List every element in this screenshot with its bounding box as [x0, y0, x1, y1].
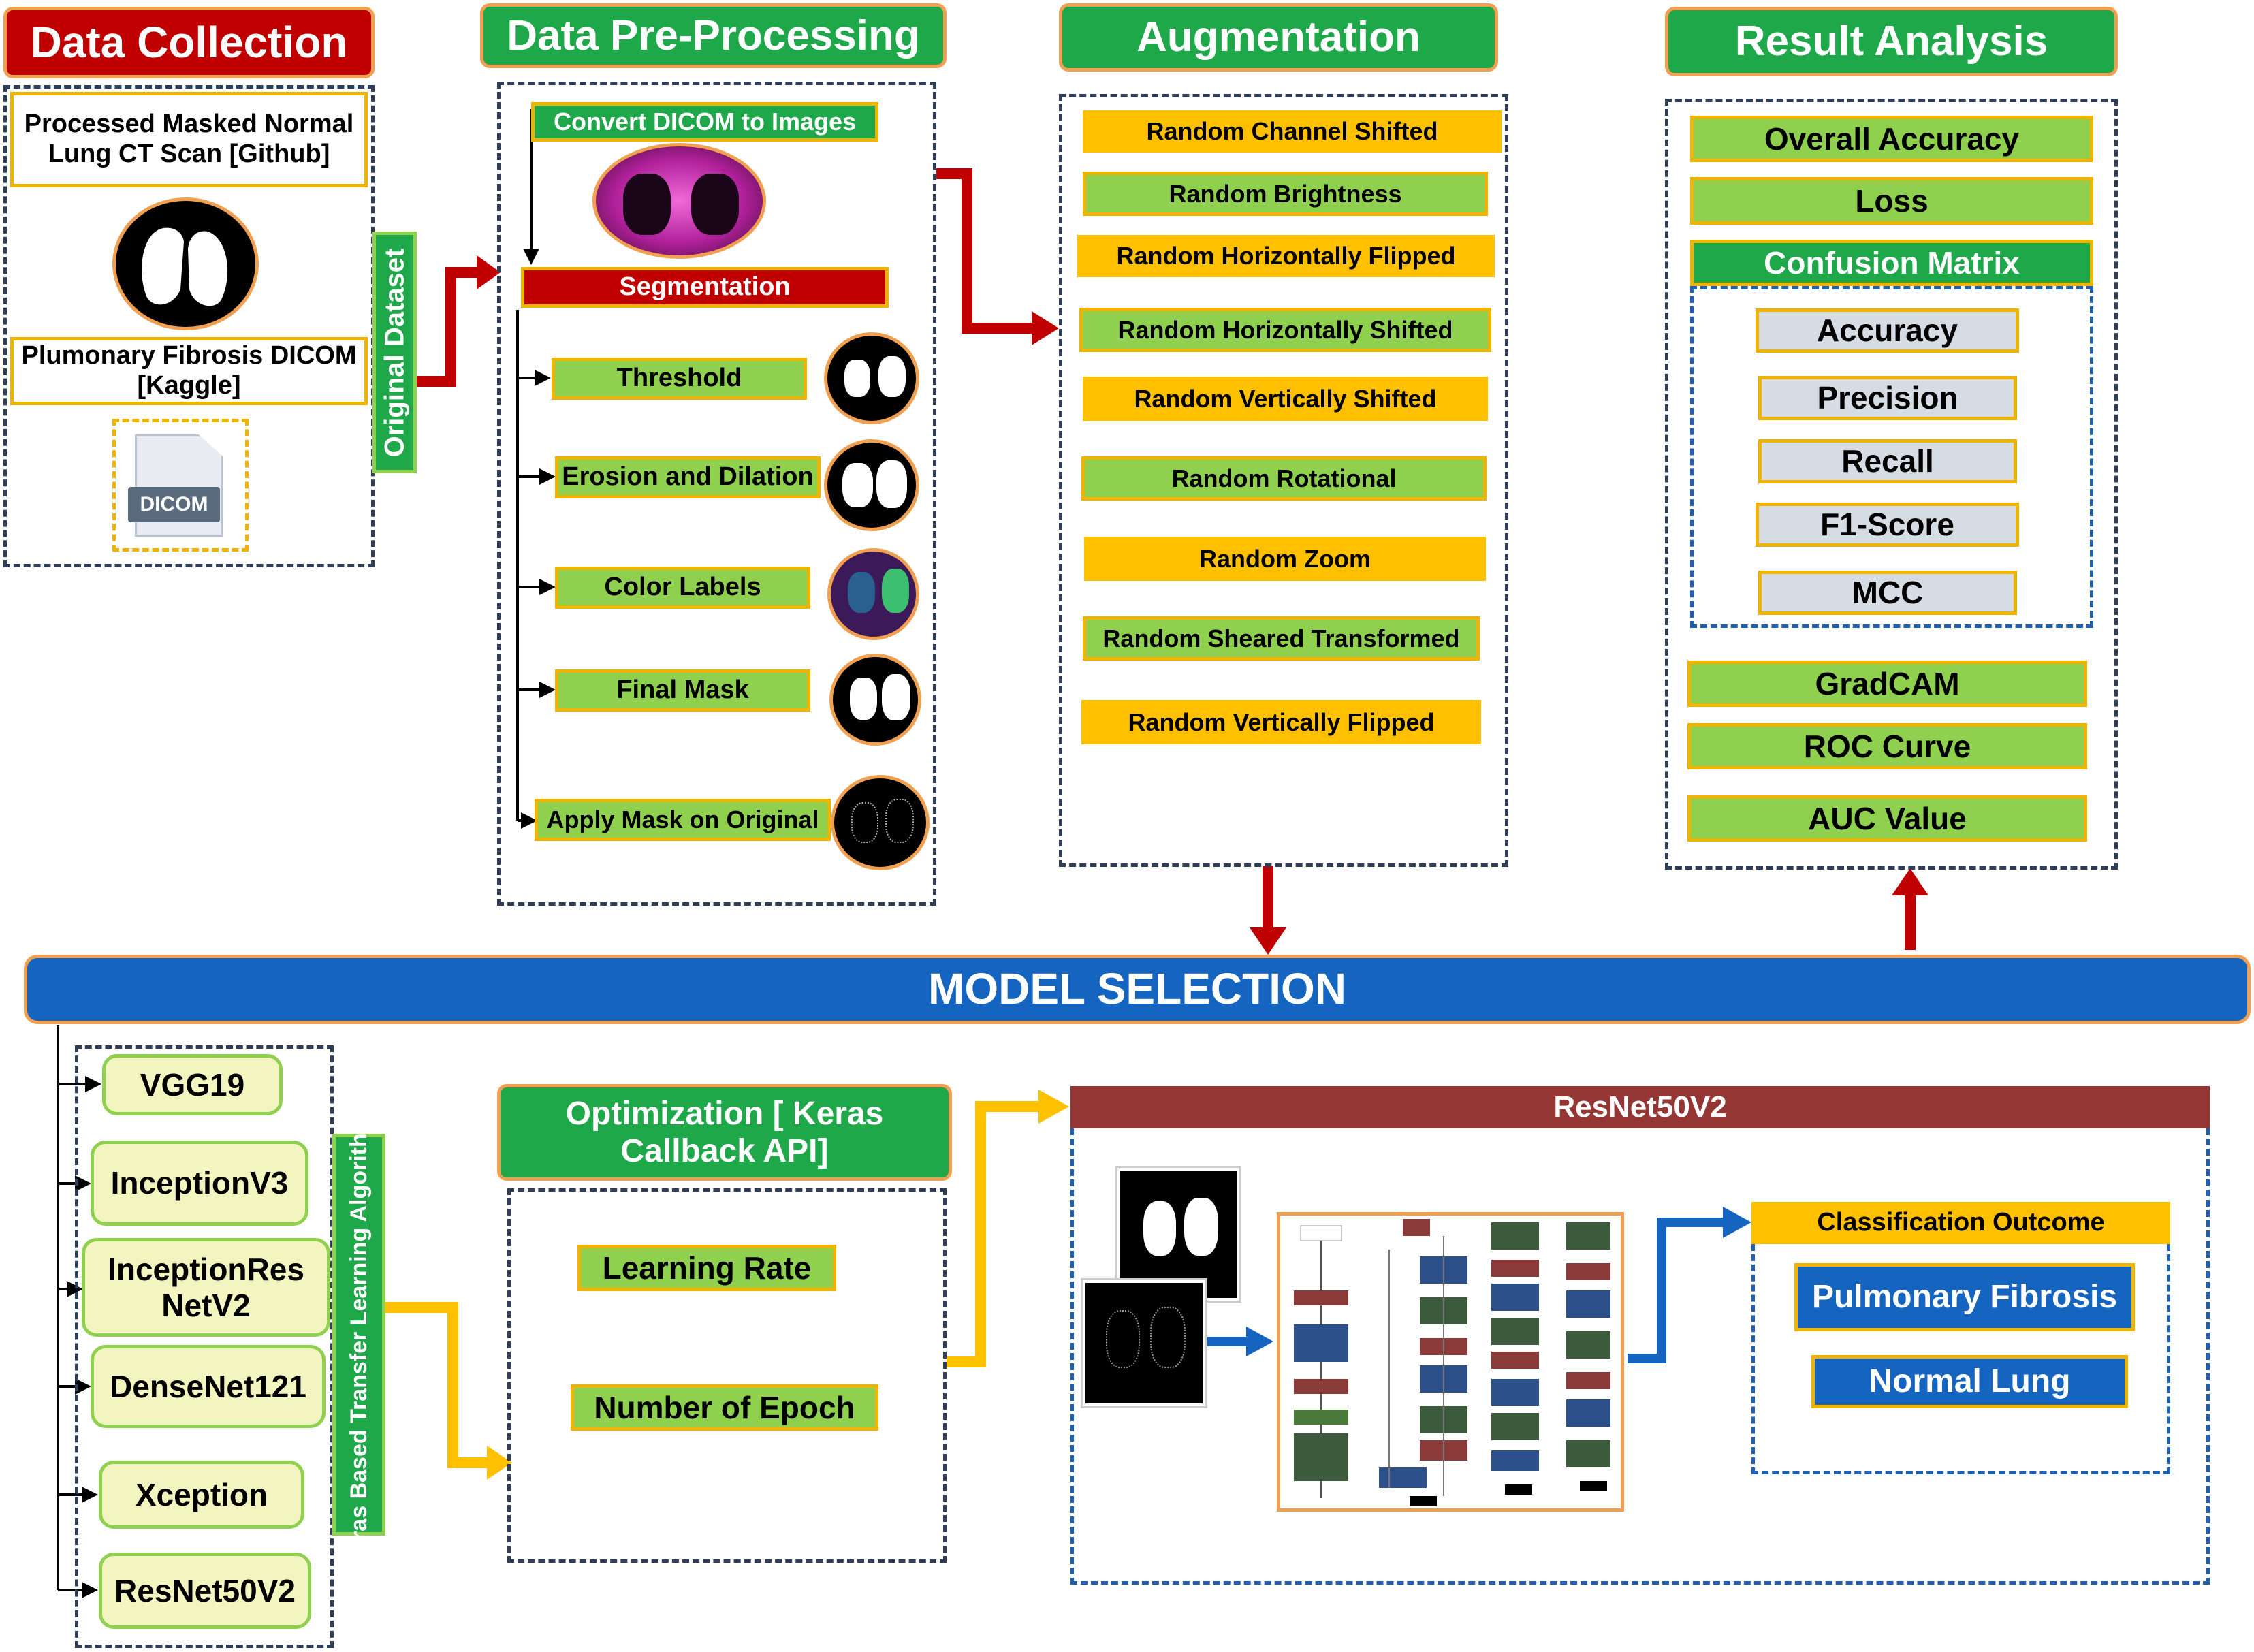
step-erosion-dilation: Erosion and Dilation [555, 456, 821, 498]
result-overall-accuracy: Overall Accuracy [1690, 116, 2093, 162]
cm-precision: Precision [1758, 376, 2017, 420]
final-mask-image [829, 654, 921, 746]
aug-channel-shifted: Random Channel Shifted [1083, 110, 1502, 153]
step-threshold: Threshold [552, 358, 807, 400]
optimization-title: Optimization [ Keras Callback API] [497, 1084, 952, 1181]
source-github: Processed Masked Normal Lung CT Scan [Gi… [10, 92, 368, 187]
masked-ct-input-image [1081, 1278, 1207, 1408]
arrow-network-to-outcome [1628, 1218, 1726, 1363]
result-confusion-matrix: Confusion Matrix [1690, 240, 2093, 286]
color-labels-image [827, 548, 919, 640]
optimization-box [507, 1188, 947, 1563]
threshold-image [824, 332, 919, 424]
cm-mcc: MCC [1758, 571, 2017, 615]
lung-mask-icon [112, 197, 259, 330]
original-dataset-label: Original Dataset [379, 248, 410, 457]
result-auc-value: AUC Value [1687, 795, 2087, 842]
original-dataset-label-box: Original Dataset [372, 232, 417, 473]
step-color-labels: Color Labels [555, 567, 810, 609]
ct-scan-image [592, 143, 766, 259]
aug-rotational: Random Rotational [1081, 456, 1487, 501]
aug-sheared: Random Sheared Transformed [1083, 616, 1480, 661]
erosion-image [824, 439, 919, 531]
arrow-models-to-optimization [385, 1302, 490, 1468]
dicom-file-box: DICOM [112, 419, 249, 552]
source-kaggle: Plumonary Fibrosis DICOM [Kaggle] [10, 337, 368, 405]
arrowhead-red-3 [1250, 927, 1286, 955]
section-title-augmentation: Augmentation [1059, 3, 1498, 72]
outcome-pulmonary-fibrosis: Pulmonary Fibrosis [1794, 1263, 2135, 1331]
result-roc-curve: ROC Curve [1687, 723, 2087, 769]
arrowhead-red-4 [1892, 868, 1928, 895]
step-final-mask: Final Mask [555, 669, 810, 712]
network-architecture-diagram [1277, 1212, 1624, 1512]
resnet-box [1070, 1128, 2210, 1585]
section-title-result-analysis: Result Analysis [1665, 7, 2118, 76]
cm-recall: Recall [1758, 439, 2017, 483]
model-densenet121: DenseNet121 [91, 1345, 326, 1428]
confusion-matrix-box [1690, 286, 2093, 628]
opt-learning-rate: Learning Rate [577, 1245, 836, 1291]
arrow-dataset-to-preprocessing [417, 267, 480, 387]
keras-label: Keras Based Transfer Learning Algorithms [345, 1099, 372, 1570]
result-analysis-box [1665, 99, 2118, 870]
aug-horizontally-shifted: Random Horizontally Shifted [1079, 308, 1491, 352]
mask-input-image [1115, 1166, 1241, 1303]
aug-vertically-shifted: Random Vertically Shifted [1083, 377, 1488, 421]
aug-brightness: Random Brightness [1083, 172, 1488, 216]
aug-zoom: Random Zoom [1084, 537, 1486, 581]
convert-dicom-step: Convert DICOM to Images [531, 102, 878, 142]
outcome-normal-lung: Normal Lung [1811, 1355, 2128, 1408]
arrowhead-red-2 [1032, 311, 1059, 345]
classification-outcome-box [1751, 1244, 2170, 1474]
model-resnet50v2: ResNet50V2 [99, 1553, 311, 1629]
arrow-optimization-to-resnet [947, 1101, 1042, 1367]
model-xception: Xception [99, 1461, 304, 1529]
model-vgg19: VGG19 [102, 1054, 283, 1115]
arrowhead-red-1 [477, 255, 501, 289]
cm-f1-score: F1-Score [1756, 503, 2019, 547]
result-gradcam: GradCAM [1687, 661, 2087, 707]
models-box [75, 1045, 334, 1648]
section-title-preprocessing: Data Pre-Processing [480, 3, 947, 68]
opt-number-of-epoch: Number of Epoch [571, 1384, 878, 1431]
step-apply-mask: Apply Mask on Original [535, 799, 831, 841]
model-inceptionresnetv2: InceptionRes NetV2 [82, 1238, 330, 1337]
keras-label-box: Keras Based Transfer Learning Algorithms [332, 1100, 385, 1570]
cm-accuracy: Accuracy [1756, 308, 2019, 353]
model-inceptionv3: InceptionV3 [91, 1141, 308, 1226]
resnet-title-bar: ResNet50V2 [1070, 1086, 2210, 1128]
classification-outcome-header: Classification Outcome [1751, 1202, 2170, 1244]
segmentation-step: Segmentation [521, 267, 889, 308]
applied-mask-image [831, 775, 930, 870]
preprocessing-box [497, 82, 936, 906]
aug-horizontally-flipped: Random Horizontally Flipped [1077, 235, 1495, 277]
arrow-preprocessing-to-augmentation [936, 168, 1035, 334]
dicom-label: DICOM [128, 487, 220, 522]
model-selection-bar: MODEL SELECTION [24, 955, 2251, 1024]
aug-vertically-flipped: Random Vertically Flipped [1081, 700, 1481, 744]
section-title-data-collection: Data Collection [3, 7, 375, 78]
augmentation-box [1059, 94, 1508, 867]
result-loss: Loss [1690, 177, 2093, 225]
